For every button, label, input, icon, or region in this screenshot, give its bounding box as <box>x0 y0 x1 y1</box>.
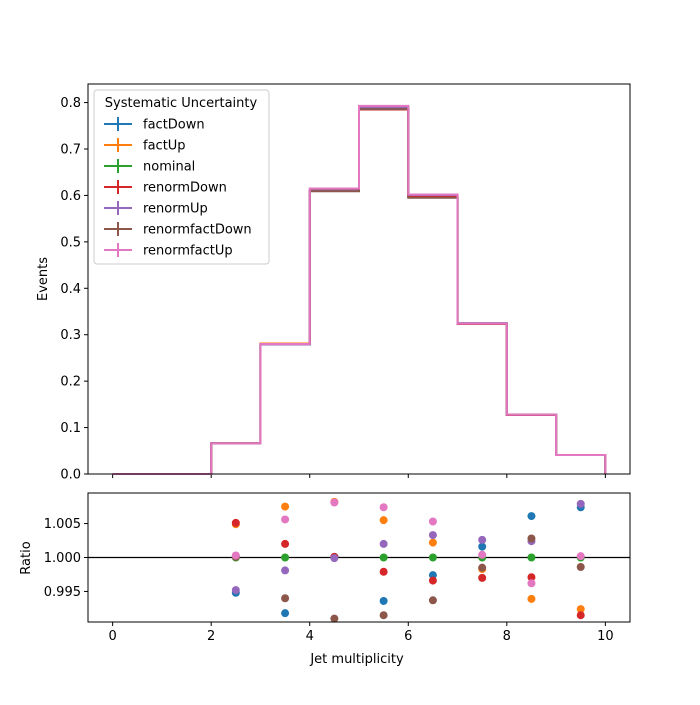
ratio-point-factUp <box>428 538 437 547</box>
ratio-point-nominal <box>379 553 388 562</box>
legend-label: renormfactDown <box>143 223 252 238</box>
ratio-y-axis-title: Ratio <box>19 541 34 574</box>
histogram-layer <box>112 104 607 475</box>
top-y-tick-label: 0.5 <box>60 235 81 250</box>
legend-item-nominal: nominal <box>104 159 195 175</box>
legend-label: factDown <box>143 118 205 133</box>
top-y-tick-label: 0.0 <box>60 468 81 483</box>
top-y-axis-title: Events <box>36 257 51 301</box>
x-tick-label: 10 <box>597 629 614 644</box>
ratio-y-tick-label: 1.000 <box>44 551 81 566</box>
top-y-tick-label: 0.1 <box>60 421 81 436</box>
ratio-point-renormUp <box>281 566 290 575</box>
ratio-point-factUp <box>281 502 290 511</box>
ratio-panel: 0.995 1.000 1.005 0 2 4 6 8 10 Ratio Jet multip… <box>19 492 631 667</box>
ratio-point-renormfactDown <box>576 563 585 572</box>
ratio-x-axis-ticks: 0 2 4 6 8 10 <box>108 622 614 644</box>
ratio-point-factDown <box>478 542 487 551</box>
ratio-point-nominal <box>527 553 536 562</box>
ratio-point-factUp <box>379 516 388 525</box>
top-y-tick-label: 0.4 <box>60 282 81 297</box>
top-y-tick-label: 0.3 <box>60 328 81 343</box>
top-y-axis-ticks: 0.0 0.1 0.2 0.3 0.4 0.5 0.6 0.7 0.8 <box>60 96 88 483</box>
histogram-renormfactUp <box>112 104 607 475</box>
ratio-point-renormUp <box>478 535 487 544</box>
legend-items: factDown factUp nominal renormDown renormUp r… <box>104 117 252 259</box>
x-tick-label: 4 <box>306 629 314 644</box>
ratio-point-renormDown <box>281 539 290 548</box>
ratio-point-factDown <box>379 596 388 605</box>
legend-title: Systematic Uncertainty <box>105 96 258 111</box>
legend-item-renormfactDown: renormfactDown <box>104 222 252 238</box>
ratio-point-renormfactUp <box>478 550 487 559</box>
ratio-point-renormfactUp <box>379 503 388 512</box>
ratio-point-renormfactDown <box>478 563 487 572</box>
ratio-y-tick-label: 0.995 <box>44 585 81 600</box>
ratio-point-factDown <box>527 512 536 521</box>
legend-item-renormfactUp: renormfactUp <box>104 243 233 259</box>
ratio-point-renormfactDown <box>527 534 536 543</box>
x-tick-label: 8 <box>503 629 511 644</box>
ratio-point-nominal <box>281 553 290 562</box>
ratio-point-renormfactDown <box>379 611 388 620</box>
ratio-point-nominal <box>428 553 437 562</box>
top-y-tick-label: 0.8 <box>60 96 81 111</box>
ratio-point-renormDown <box>428 576 437 585</box>
ratio-point-renormfactDown <box>281 594 290 603</box>
legend-label: factUp <box>143 139 186 154</box>
ratio-point-factUp <box>527 594 536 603</box>
ratio-point-renormfactUp <box>281 515 290 524</box>
ratio-point-renormDown <box>576 611 585 620</box>
ratio-axes-frame <box>87 492 631 623</box>
top-axes-frame <box>87 83 631 475</box>
ratio-point-renormDown <box>231 518 240 527</box>
legend-label: renormDown <box>143 181 227 196</box>
ratio-point-renormDown <box>379 567 388 576</box>
legend-item-renormDown: renormDown <box>104 180 227 196</box>
ratio-point-renormfactDown <box>330 614 339 623</box>
top-y-tick-label: 0.7 <box>60 143 81 158</box>
ratio-point-renormDown <box>478 573 487 582</box>
ratio-point-renormDown <box>527 573 536 582</box>
ratio-points-layer <box>231 497 585 623</box>
ratio-point-renormUp <box>428 531 437 540</box>
top-y-tick-label: 0.2 <box>60 375 81 390</box>
legend: Systematic Uncertainty factDown factUp nom… <box>93 89 270 265</box>
ratio-point-renormUp <box>576 499 585 508</box>
ratio-point-renormUp <box>379 539 388 548</box>
ratio-point-renormUp <box>330 554 339 563</box>
legend-item-factUp: factUp <box>104 138 186 154</box>
ratio-point-renormfactUp <box>576 552 585 561</box>
x-tick-label: 6 <box>404 629 412 644</box>
legend-label: nominal <box>143 160 195 175</box>
legend-box <box>93 89 270 265</box>
legend-item-renormUp: renormUp <box>104 201 208 217</box>
ratio-point-factDown <box>281 609 290 618</box>
ratio-y-tick-label: 1.005 <box>44 517 81 532</box>
ratio-point-factUp <box>576 605 585 614</box>
ratio-point-renormfactUp <box>330 498 339 507</box>
ratio-point-renormfactUp <box>527 579 536 588</box>
x-axis-title: Jet multiplicity <box>309 652 404 667</box>
x-tick-label: 2 <box>207 629 215 644</box>
ratio-point-renormfactUp <box>231 551 240 560</box>
ratio-point-renormfactUp <box>428 517 437 526</box>
ratio-point-renormfactDown <box>428 596 437 605</box>
ratio-y-axis-ticks: 0.995 1.000 1.005 <box>44 517 88 600</box>
ratio-point-renormUp <box>231 586 240 595</box>
legend-label: renormfactUp <box>143 244 233 259</box>
legend-label: renormUp <box>143 202 208 217</box>
legend-item-factDown: factDown <box>104 117 205 133</box>
top-y-tick-label: 0.6 <box>60 189 81 204</box>
x-tick-label: 0 <box>108 629 116 644</box>
